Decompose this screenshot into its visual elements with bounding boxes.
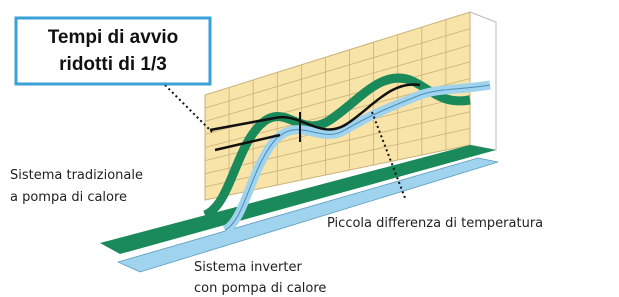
label: Sistema inverter	[194, 260, 302, 275]
label: a pompa di calore	[10, 190, 127, 205]
label: Sistema tradizionale	[10, 168, 143, 183]
label: Piccola differenza di temperatura	[327, 216, 543, 231]
diagram: Tempi di avvio ridotti di 1/3 Sistema tr…	[0, 0, 619, 297]
panel-side	[470, 12, 496, 150]
callout-text: ridotti di 1/3	[59, 54, 167, 75]
page: Tempi di avvio ridotti di 1/3 Sistema tr…	[0, 0, 619, 297]
label: con pompa di calore	[194, 281, 326, 296]
callout-text: Tempi di avvio	[48, 27, 179, 48]
